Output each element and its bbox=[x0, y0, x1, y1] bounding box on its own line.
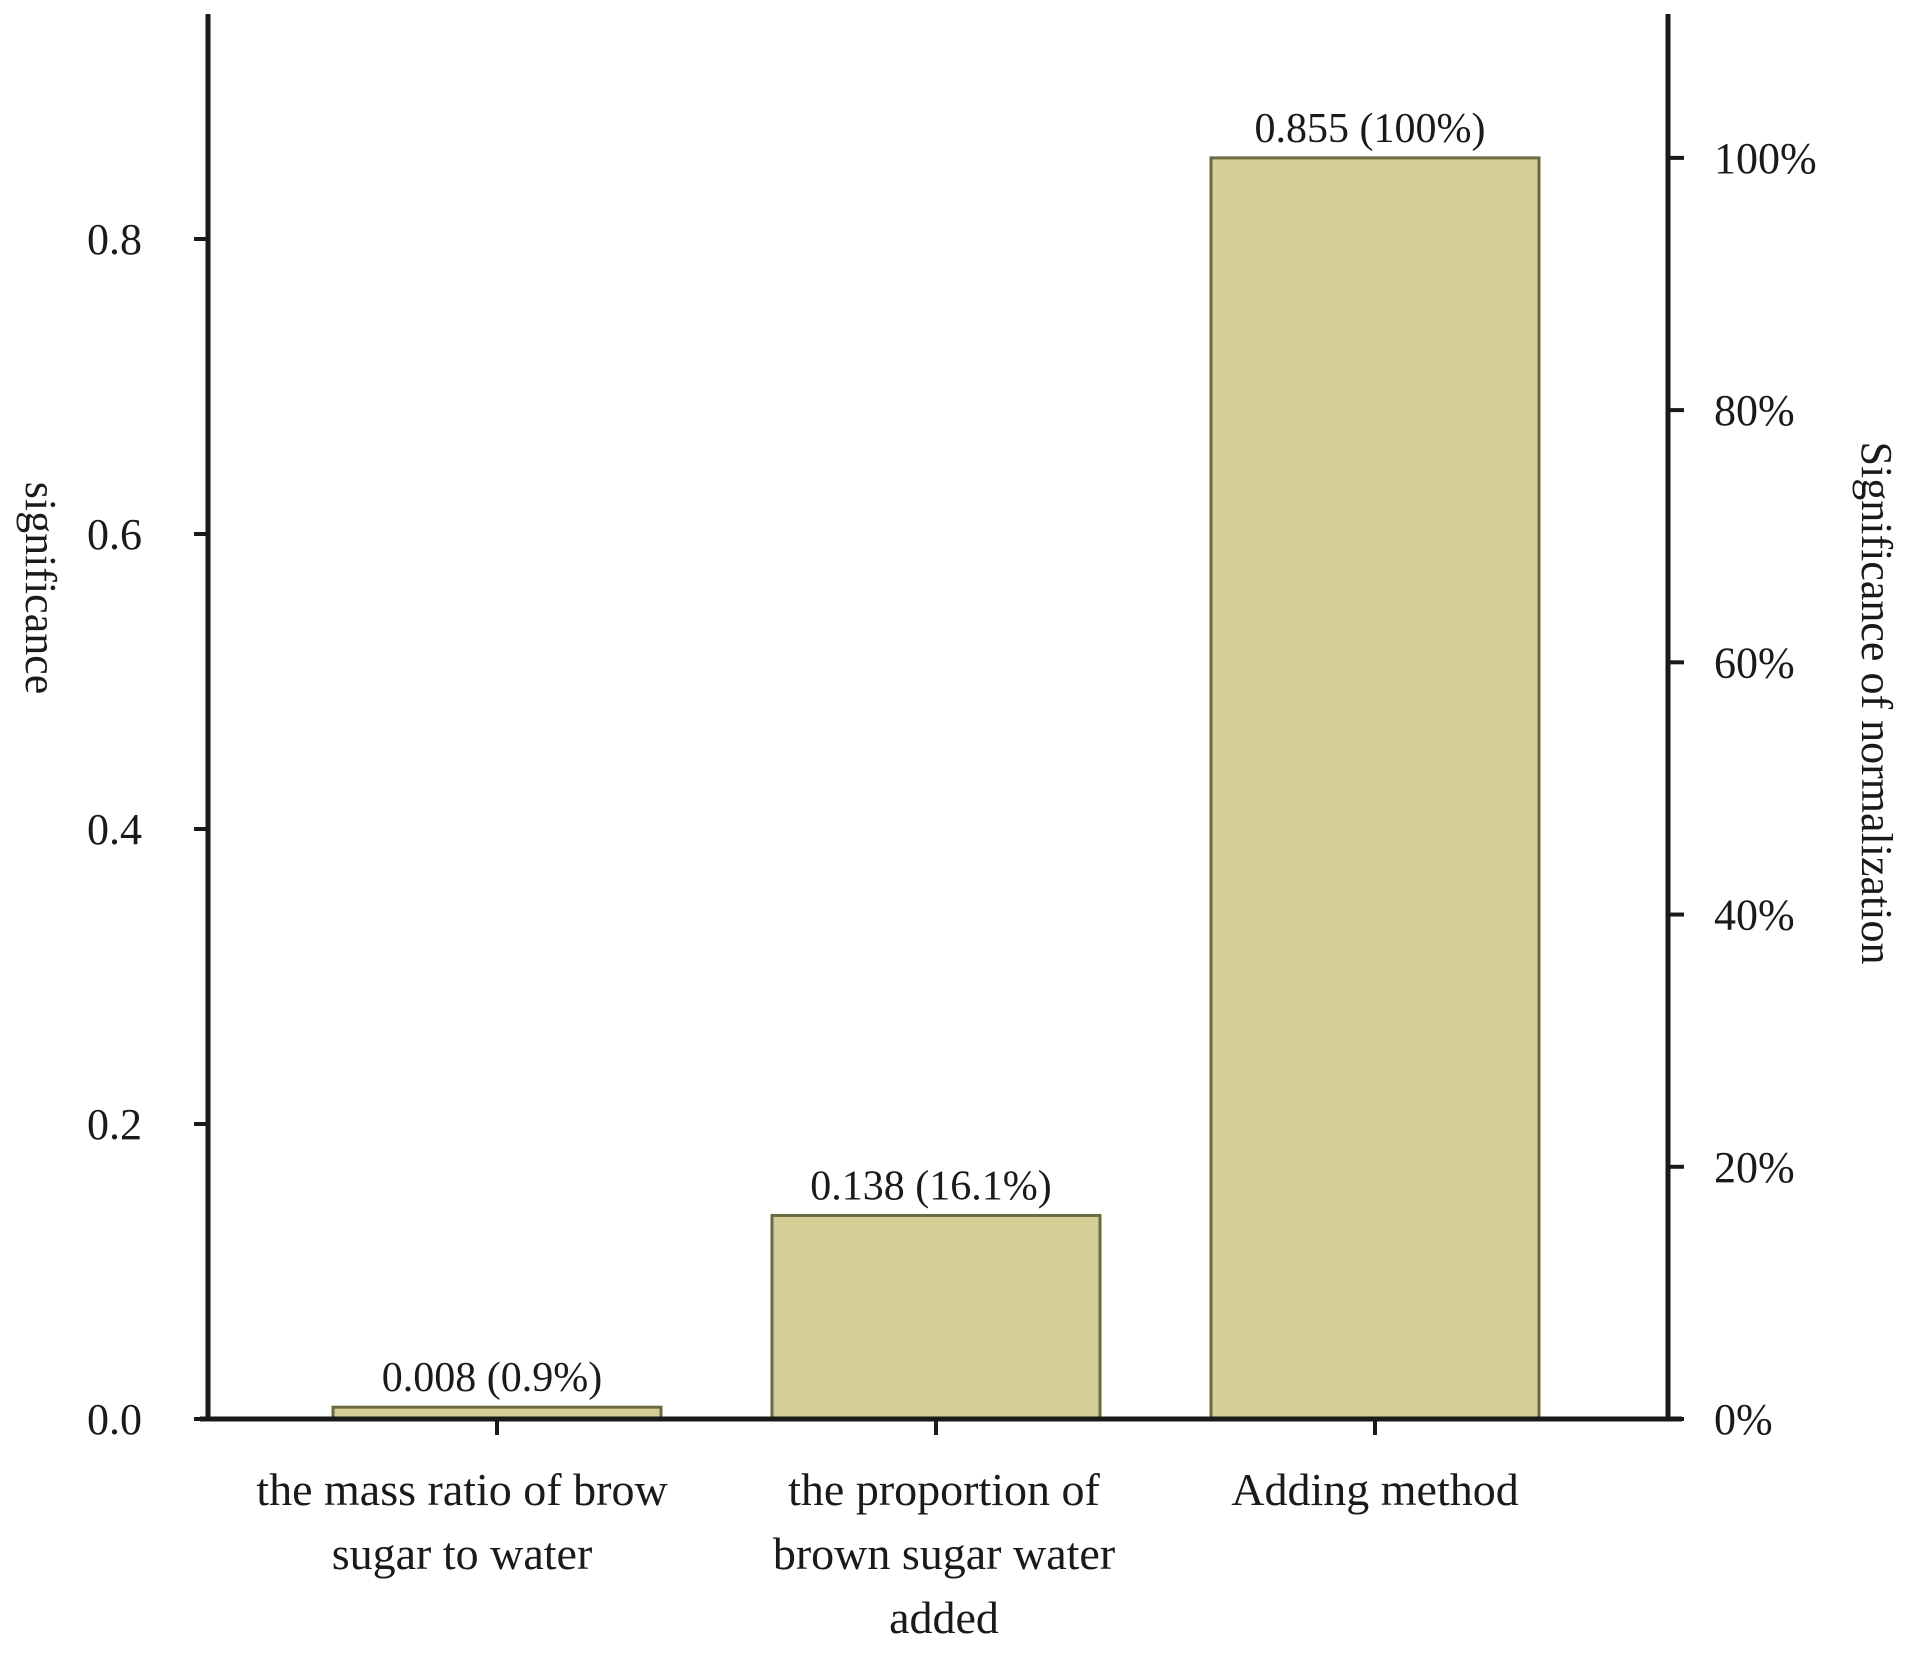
right-tick-label: 80% bbox=[1714, 386, 1795, 435]
left-tick-label: 0.0 bbox=[87, 1395, 142, 1444]
category-label-1: added bbox=[889, 1592, 999, 1643]
data-label-1: 0.138 (16.1%) bbox=[810, 1163, 1051, 1209]
left-tick-label: 0.6 bbox=[87, 510, 142, 559]
left-y-axis-ticks: 0.0 0.2 0.4 0.6 0.8 bbox=[87, 215, 208, 1444]
y-axis-title: significance bbox=[16, 482, 65, 695]
category-label-1: the proportion of bbox=[788, 1464, 1100, 1515]
data-label-2: 0.855 (100%) bbox=[1255, 106, 1486, 152]
left-tick-label: 0.2 bbox=[87, 1100, 142, 1149]
right-tick-label: 40% bbox=[1714, 891, 1795, 940]
right-tick-label: 20% bbox=[1714, 1143, 1795, 1192]
left-tick-label: 0.4 bbox=[87, 805, 142, 854]
category-label-2: Adding method bbox=[1231, 1464, 1518, 1515]
left-tick-label: 0.8 bbox=[87, 215, 142, 264]
right-tick-label: 0% bbox=[1714, 1395, 1773, 1444]
category-label-0: the mass ratio of brow bbox=[256, 1464, 668, 1515]
category-label-0: sugar to water bbox=[332, 1528, 593, 1579]
data-labels-group: 0.008 (0.9%) 0.138 (16.1%) 0.855 (100%) bbox=[382, 106, 1486, 1401]
axes-group bbox=[200, 14, 1682, 1422]
bar-2 bbox=[1209, 156, 1541, 1421]
data-label-0: 0.008 (0.9%) bbox=[382, 1355, 602, 1401]
right-y-axis-ticks: 0% 20% 40% 60% 80% 100% bbox=[1668, 134, 1817, 1444]
right-tick-label: 60% bbox=[1714, 638, 1795, 687]
bars-group bbox=[331, 156, 1541, 1421]
bar-1 bbox=[770, 1213, 1102, 1421]
y2-axis-title: Significance of normalization bbox=[1852, 442, 1901, 965]
x-axis-category-labels: the mass ratio of brow sugar to water the … bbox=[256, 1464, 1518, 1643]
category-label-1: brown sugar water bbox=[773, 1528, 1115, 1579]
right-tick-label: 100% bbox=[1714, 134, 1817, 183]
x-axis-ticks bbox=[495, 1419, 1377, 1435]
